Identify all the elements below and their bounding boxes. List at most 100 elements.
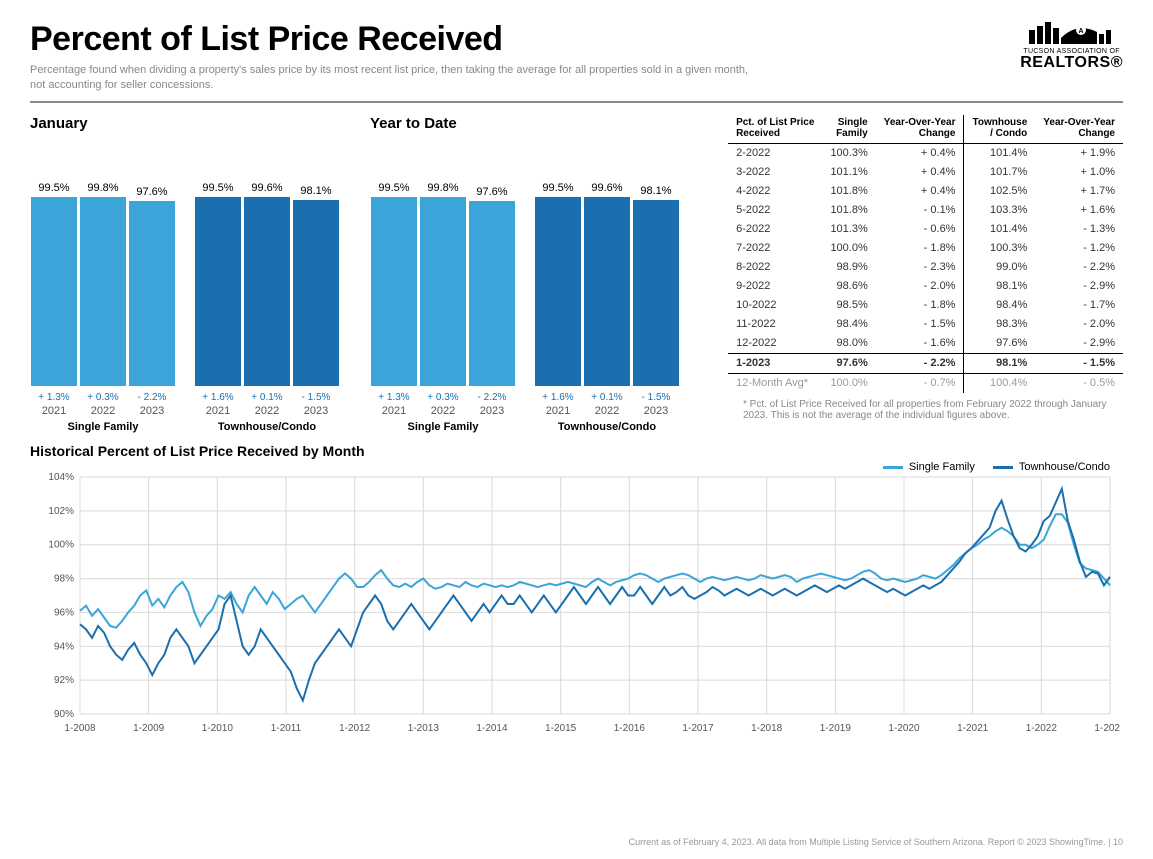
bars-row: 99.5%+ 1.3%202199.8%+ 0.3%202297.6%- 2.2… (370, 182, 516, 418)
y-tick-label: 92% (54, 675, 74, 686)
x-tick-label: 1-2015 (545, 723, 577, 734)
page-title: Percent of List Price Received (30, 20, 750, 59)
x-tick-label: 1-2010 (202, 723, 234, 734)
table-cell: 100.0% (822, 239, 875, 258)
table-header: Year-Over-YearChange (1035, 115, 1123, 144)
x-tick-label: 1-2016 (614, 723, 646, 734)
bar-year-label: 2021 (546, 405, 570, 417)
y-tick-label: 96% (54, 608, 74, 619)
table-cell: 98.6% (822, 277, 875, 296)
bar-value-label: 97.6% (136, 186, 167, 198)
legend-swatch-dark (993, 466, 1013, 469)
bar-set: 99.5%+ 1.6%202199.6%+ 0.1%202298.1%- 1.5… (534, 182, 680, 434)
bar-value-label: 99.6% (251, 182, 282, 194)
table-cell: 98.0% (822, 334, 875, 354)
title-block: Percent of List Price Received Percentag… (30, 20, 750, 93)
table-cell: + 1.6% (1035, 201, 1123, 220)
bar-pair: 99.5%+ 1.3%202199.8%+ 0.3%202297.6%- 2.2… (30, 182, 340, 434)
header: Percent of List Price Received Percentag… (30, 20, 1123, 103)
table-cell: 101.4% (964, 143, 1035, 163)
y-tick-label: 94% (54, 642, 74, 653)
x-tick-label: 1-2017 (682, 723, 714, 734)
bar-column: 97.6%- 2.2%2023 (128, 186, 176, 417)
legend-label-sf: Single Family (909, 461, 975, 473)
svg-text:A: A (1078, 28, 1083, 35)
table-cell: 7-2022 (728, 239, 822, 258)
bar-chart-title: Year to Date (370, 115, 680, 132)
bar-value-label: 99.8% (427, 182, 458, 194)
table-cell: - 0.1% (876, 201, 964, 220)
bar-value-label: 97.6% (476, 186, 507, 198)
bar-year-label: 2022 (255, 405, 279, 417)
bar-year-label: 2023 (480, 405, 504, 417)
bar-pct-change: + 1.3% (38, 392, 69, 403)
table-row: 2-2022100.3%+ 0.4%101.4%+ 1.9% (728, 143, 1123, 163)
table-cell: - 0.7% (876, 373, 964, 393)
table-cell: 101.3% (822, 220, 875, 239)
historical-chart: Single Family Townhouse/Condo 90% 92% 94% 9… (30, 459, 1120, 739)
table-cell: 98.1% (964, 353, 1035, 373)
table-cell: + 1.7% (1035, 182, 1123, 201)
bar-pct-change: + 1.3% (378, 392, 409, 403)
table-row: 11-202298.4%- 1.5%98.3%- 2.0% (728, 315, 1123, 334)
table-cell: - 1.3% (1035, 220, 1123, 239)
bar-column: 99.5%+ 1.6%2021 (194, 182, 242, 417)
logo-realtors-text: REALTORS® (1020, 55, 1123, 71)
table-cell: 9-2022 (728, 277, 822, 296)
bar-pct-change: - 2.2% (138, 392, 167, 403)
table-row: 7-2022100.0%- 1.8%100.3%- 1.2% (728, 239, 1123, 258)
table-cell: - 2.9% (1035, 277, 1123, 296)
table-cell: 6-2022 (728, 220, 822, 239)
table-cell: 98.5% (822, 296, 875, 315)
bar-pct-change: - 2.2% (478, 392, 507, 403)
table-row: 9-202298.6%- 2.0%98.1%- 2.9% (728, 277, 1123, 296)
bar-year-label: 2022 (91, 405, 115, 417)
table-cell: - 1.5% (1035, 353, 1123, 373)
bar-rect (535, 197, 581, 386)
bar-column: 99.5%+ 1.6%2021 (534, 182, 582, 417)
bar-rect (129, 201, 175, 386)
table-cell: + 0.4% (876, 163, 964, 182)
table-header: Pct. of List PriceReceived (728, 115, 822, 144)
table-cell: 103.3% (964, 201, 1035, 220)
bar-rect (371, 197, 417, 386)
table-header: Townhouse/ Condo (964, 115, 1035, 144)
bar-value-label: 99.5% (202, 182, 233, 194)
bar-rect (195, 197, 241, 386)
bar-year-label: 2023 (644, 405, 668, 417)
y-tick-label: 90% (54, 709, 74, 720)
bar-category-label: Single Family (408, 421, 479, 433)
table-footnote: * Pct. of List Price Received for all pr… (743, 399, 1123, 421)
table-row: 1-202397.6%- 2.2%98.1%- 1.5% (728, 353, 1123, 373)
bar-chart-title: January (30, 115, 340, 132)
bar-category-label: Townhouse/Condo (558, 421, 656, 433)
bar-year-label: 2021 (382, 405, 406, 417)
table-cell: 98.4% (822, 315, 875, 334)
bar-chart-group: Year to Date99.5%+ 1.3%202199.8%+ 0.3%20… (370, 115, 680, 434)
table-cell: 4-2022 (728, 182, 822, 201)
x-tick-label: 1-2018 (751, 723, 783, 734)
x-tick-label: 1-2023 (1094, 723, 1120, 734)
table-row: 12-Month Avg*100.0%- 0.7%100.4%- 0.5% (728, 373, 1123, 393)
table-cell: - 2.9% (1035, 334, 1123, 354)
bar-charts-area: January 99.5% + 1.3% 2021 99.8%+ 0.3%2022 97.… (30, 115, 680, 434)
bar-column: 99.6% + 0.1% 2022 (243, 182, 291, 417)
table-row: 5-2022101.8%- 0.1%103.3%+ 1.6% (728, 201, 1123, 220)
bar-set: 99.5%+ 1.3%202199.8%+ 0.3%202297.6%- 2.2… (30, 182, 176, 434)
table-cell: 99.0% (964, 258, 1035, 277)
table-cell: + 0.4% (876, 182, 964, 201)
y-tick-label: 98% (54, 574, 74, 585)
legend-item-sf: Single Family (883, 461, 975, 473)
table-cell: 100.3% (822, 143, 875, 163)
logo-skyline-icon: A (1027, 20, 1117, 46)
bar-value-label: 99.5% (378, 182, 409, 194)
legend-item-tc: Townhouse/Condo (993, 461, 1110, 473)
bar-pct-change: + 0.1% (251, 392, 282, 403)
bar-column: 99.8%+ 0.3%2022 (79, 182, 127, 418)
legend: Single Family Townhouse/Condo (883, 461, 1110, 473)
table-cell: 101.4% (964, 220, 1035, 239)
bar-rect (420, 197, 466, 387)
table-cell: 2-2022 (728, 143, 822, 163)
table-cell: 11-2022 (728, 315, 822, 334)
x-tick-label: 1-2014 (476, 723, 508, 734)
